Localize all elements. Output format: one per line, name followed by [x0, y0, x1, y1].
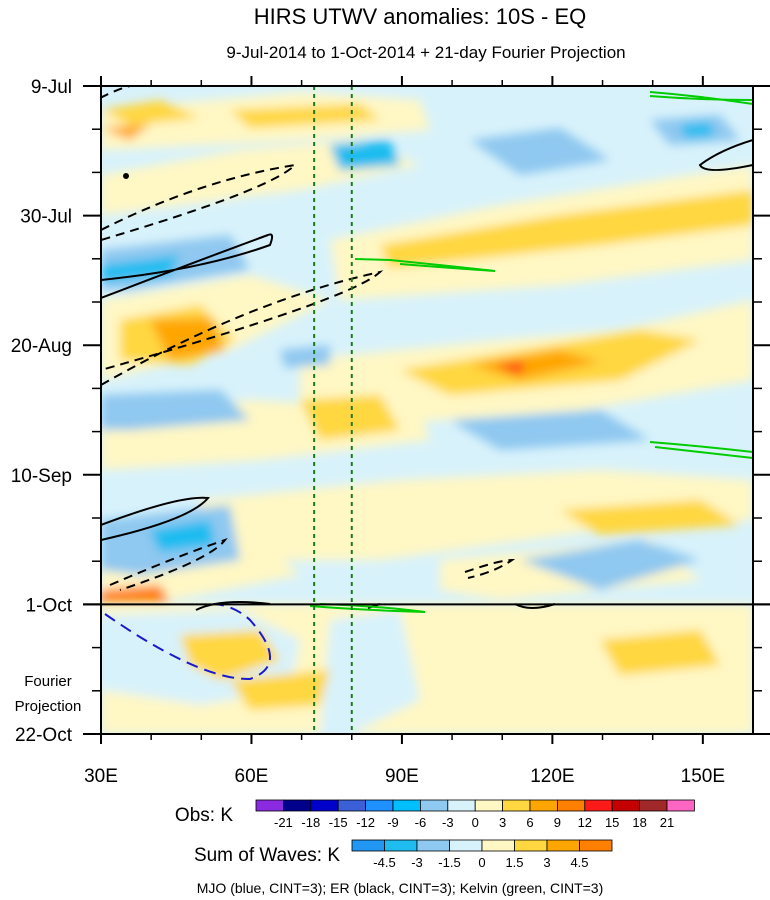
waves-colorbar: -4.5 -3 -1.5 0 1.5 3 4.5: [351, 839, 613, 870]
er-contour: [698, 139, 753, 171]
er-contour: [101, 270, 384, 386]
er-contour: [101, 163, 298, 241]
colorbar-level-label: 4.5: [570, 855, 588, 870]
footer-legend: MJO (blue, CINT=3); ER (black, CINT=3); …: [197, 880, 604, 896]
colorbar-level-label: 21: [660, 815, 674, 830]
colorbar-level-label: 1.5: [505, 855, 523, 870]
y-tick-label: 22-Oct: [15, 725, 73, 746]
y-tick-label: 1-Oct: [26, 595, 73, 616]
colorbar-level-label: -21: [274, 815, 293, 830]
colorbar-swatch: [502, 799, 531, 812]
x-tick-label: 60E: [235, 766, 269, 787]
y-axis: 9-Jul 30-Jul 20-Aug 10-Sep 1-Oct 22-Oct: [11, 77, 770, 746]
chart-subtitle: 9-Jul-2014 to 1-Oct-2014 + 21-day Fourie…: [226, 43, 625, 62]
projection-field: [101, 604, 753, 734]
colorbar-level-label: 18: [632, 815, 646, 830]
x-tick-label: 120E: [530, 766, 574, 787]
y-tick-label: 10-Sep: [11, 466, 72, 487]
colorbar-swatch: [310, 799, 339, 812]
x-axis: 30E 60E 90E 120E 150E: [84, 76, 725, 787]
er-contour: [123, 173, 129, 179]
colorbar-level-label: 3: [543, 855, 550, 870]
projection-label-line2: Projection: [15, 698, 82, 715]
colorbar-level-label: 12: [578, 815, 592, 830]
colorbar-level-label: -9: [387, 815, 399, 830]
colorbar-level-label: -3: [411, 855, 423, 870]
colorbar-swatch: [337, 799, 367, 812]
chart-title: HIRS UTWV anomalies: 10S - EQ: [254, 4, 587, 29]
colorbar-level-label: 9: [554, 815, 561, 830]
colorbar-swatch: [384, 839, 418, 852]
plot-area: [101, 86, 753, 734]
colorbar-swatch: [392, 799, 421, 812]
colorbar-swatch: [282, 799, 312, 812]
er-contour: [464, 558, 516, 579]
obs-anomaly-field: [101, 92, 753, 604]
er-contours: [101, 86, 753, 611]
colorbar-swatch: [514, 839, 548, 852]
colorbar-swatch: [639, 799, 668, 812]
x-tick-label: 150E: [681, 766, 725, 787]
colorbar-level-label: -18: [301, 815, 320, 830]
colorbar-level-label: -3: [442, 815, 454, 830]
colorbar-level-label: 3: [499, 815, 506, 830]
colorbar-level-label: -12: [356, 815, 375, 830]
kelvin-contours: [309, 91, 753, 613]
colorbar-swatch: [474, 799, 504, 812]
obs-colorbar-label: Obs: K: [175, 805, 233, 826]
colorbar-swatch: [666, 799, 695, 812]
waves-colorbar-label: Sum of Waves: K: [194, 845, 340, 866]
colorbar-swatch: [447, 799, 476, 812]
kelvin-contour: [649, 441, 753, 459]
kelvin-contour: [649, 91, 753, 105]
colorbar-swatch: [546, 839, 580, 852]
colorbar-swatch: [584, 799, 613, 812]
colorbar-level-label: 15: [605, 815, 619, 830]
er-contour: [101, 233, 274, 299]
colorbar-level-label: -4.5: [373, 855, 395, 870]
colorbar-swatch: [416, 839, 450, 852]
projection-label-line1: Fourier: [24, 673, 72, 690]
er-contour: [101, 496, 210, 541]
colorbar-swatch: [557, 799, 586, 812]
kelvin-contour: [354, 258, 496, 272]
colorbar-level-label: -1.5: [438, 855, 460, 870]
colorbar-level-label: -6: [415, 815, 427, 830]
mjo-contours: [104, 603, 271, 681]
y-tick-label: 30-Jul: [20, 207, 72, 228]
colorbar-level-label: -15: [329, 815, 348, 830]
x-tick-label: 90E: [385, 766, 419, 787]
colorbar-swatch: [365, 799, 394, 812]
colorbar-level-label: 0: [478, 855, 485, 870]
kelvin-contour: [309, 603, 426, 613]
y-tick-label: 9-Jul: [31, 77, 72, 98]
colorbar-swatch: [529, 799, 558, 812]
mjo-contour: [104, 603, 271, 681]
y-tick-label: 20-Aug: [11, 336, 72, 357]
colorbar-swatch: [419, 799, 449, 812]
obs-colorbar: -21 -18 -15 -12 -9 -6 -3 0 3 6 9 12 15 18 21: [255, 799, 695, 830]
er-contour: [109, 538, 228, 591]
colorbar-swatch: [579, 839, 613, 852]
colorbar-swatch: [611, 799, 641, 812]
colorbar-swatch: [351, 839, 385, 852]
x-tick-label: 30E: [84, 766, 118, 787]
colorbar-swatch: [449, 839, 483, 852]
colorbar-level-label: 6: [526, 815, 533, 830]
colorbar-level-label: 0: [472, 815, 479, 830]
colorbar-swatch: [255, 799, 284, 812]
plot-frame: [100, 85, 754, 735]
reference-lines: [313, 86, 353, 734]
colorbar-swatch: [481, 839, 515, 852]
